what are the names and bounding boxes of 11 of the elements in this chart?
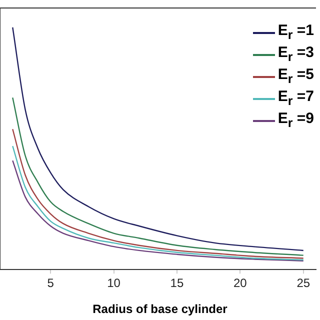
x-tick-label: 15 [170, 276, 184, 290]
x-axis-title: Radius of base cylinder [92, 302, 228, 316]
x-tick-label: 20 [233, 276, 248, 290]
x-tick-label: 5 [47, 276, 54, 290]
legend-label: E$_{r}$ =3 [278, 44, 314, 66]
legend-label: E$_{r}$ =5 [278, 66, 314, 88]
legend-label: E$_{r}$ =1 [278, 22, 314, 44]
legend-label: E$_{r}$ =9 [278, 110, 314, 132]
x-tick-label: 25 [296, 276, 310, 290]
legend-label: E$_{r}$ =7 [278, 88, 314, 110]
x-tick-label: 10 [107, 276, 121, 290]
